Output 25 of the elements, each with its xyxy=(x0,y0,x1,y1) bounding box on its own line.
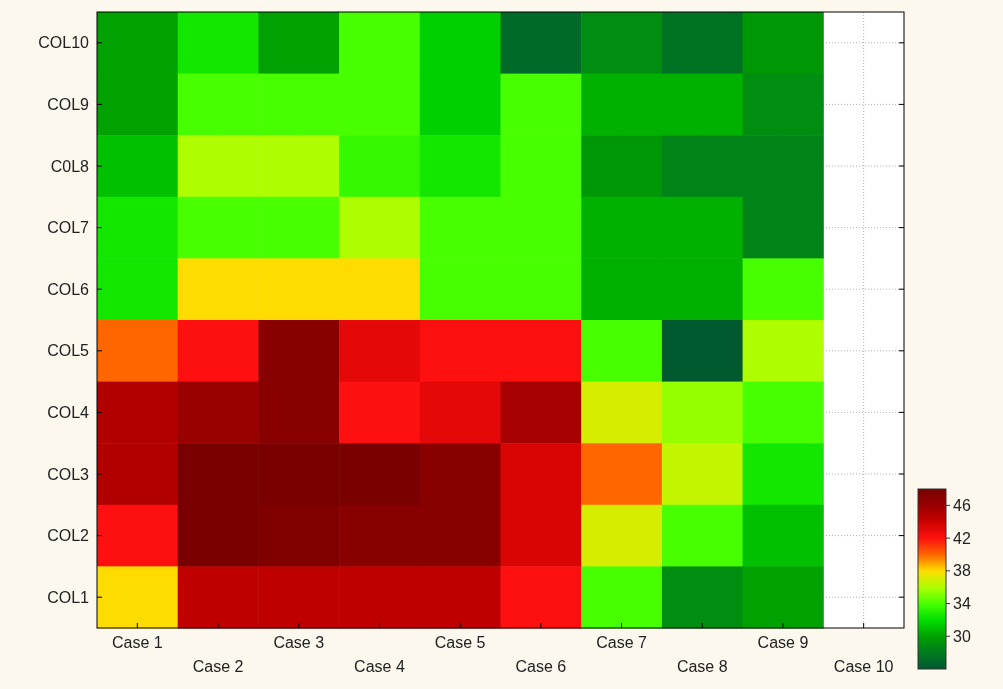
y-tick-label: C0L8 xyxy=(50,157,90,175)
y-tick-label: COL1 xyxy=(47,588,90,606)
x-tick-label: Case 5 xyxy=(434,634,486,651)
y-tick-label: COL2 xyxy=(47,527,90,545)
x-tick-label: Case 9 xyxy=(757,634,809,651)
x-tick-label: Case 3 xyxy=(273,634,325,651)
x-tick-label: Case 10 xyxy=(833,658,894,675)
y-tick-label: COL6 xyxy=(47,280,90,298)
y-tick-label: COL7 xyxy=(47,219,90,237)
color-bar-label: 42 xyxy=(953,529,971,547)
y-tick-label: COL10 xyxy=(38,34,90,52)
y-tick-label: COL3 xyxy=(47,465,90,483)
y-tick-label: COL9 xyxy=(47,96,90,113)
color-bar-label: 46 xyxy=(953,496,971,514)
x-tick-label: Case 1 xyxy=(112,634,163,651)
color-bar-label: 38 xyxy=(953,562,971,580)
x-tick-label: Case 7 xyxy=(596,634,647,651)
x-tick-label: Case 6 xyxy=(515,658,567,675)
y-tick-label: COL5 xyxy=(47,342,90,360)
color-bar-label: 30 xyxy=(953,627,971,645)
y-tick-label: COL4 xyxy=(47,404,90,421)
x-tick-label: Case 4 xyxy=(354,658,405,675)
x-tick-label: Case 2 xyxy=(192,658,244,675)
color-bar-label: 34 xyxy=(953,595,971,613)
x-tick-label: Case 8 xyxy=(676,658,728,675)
